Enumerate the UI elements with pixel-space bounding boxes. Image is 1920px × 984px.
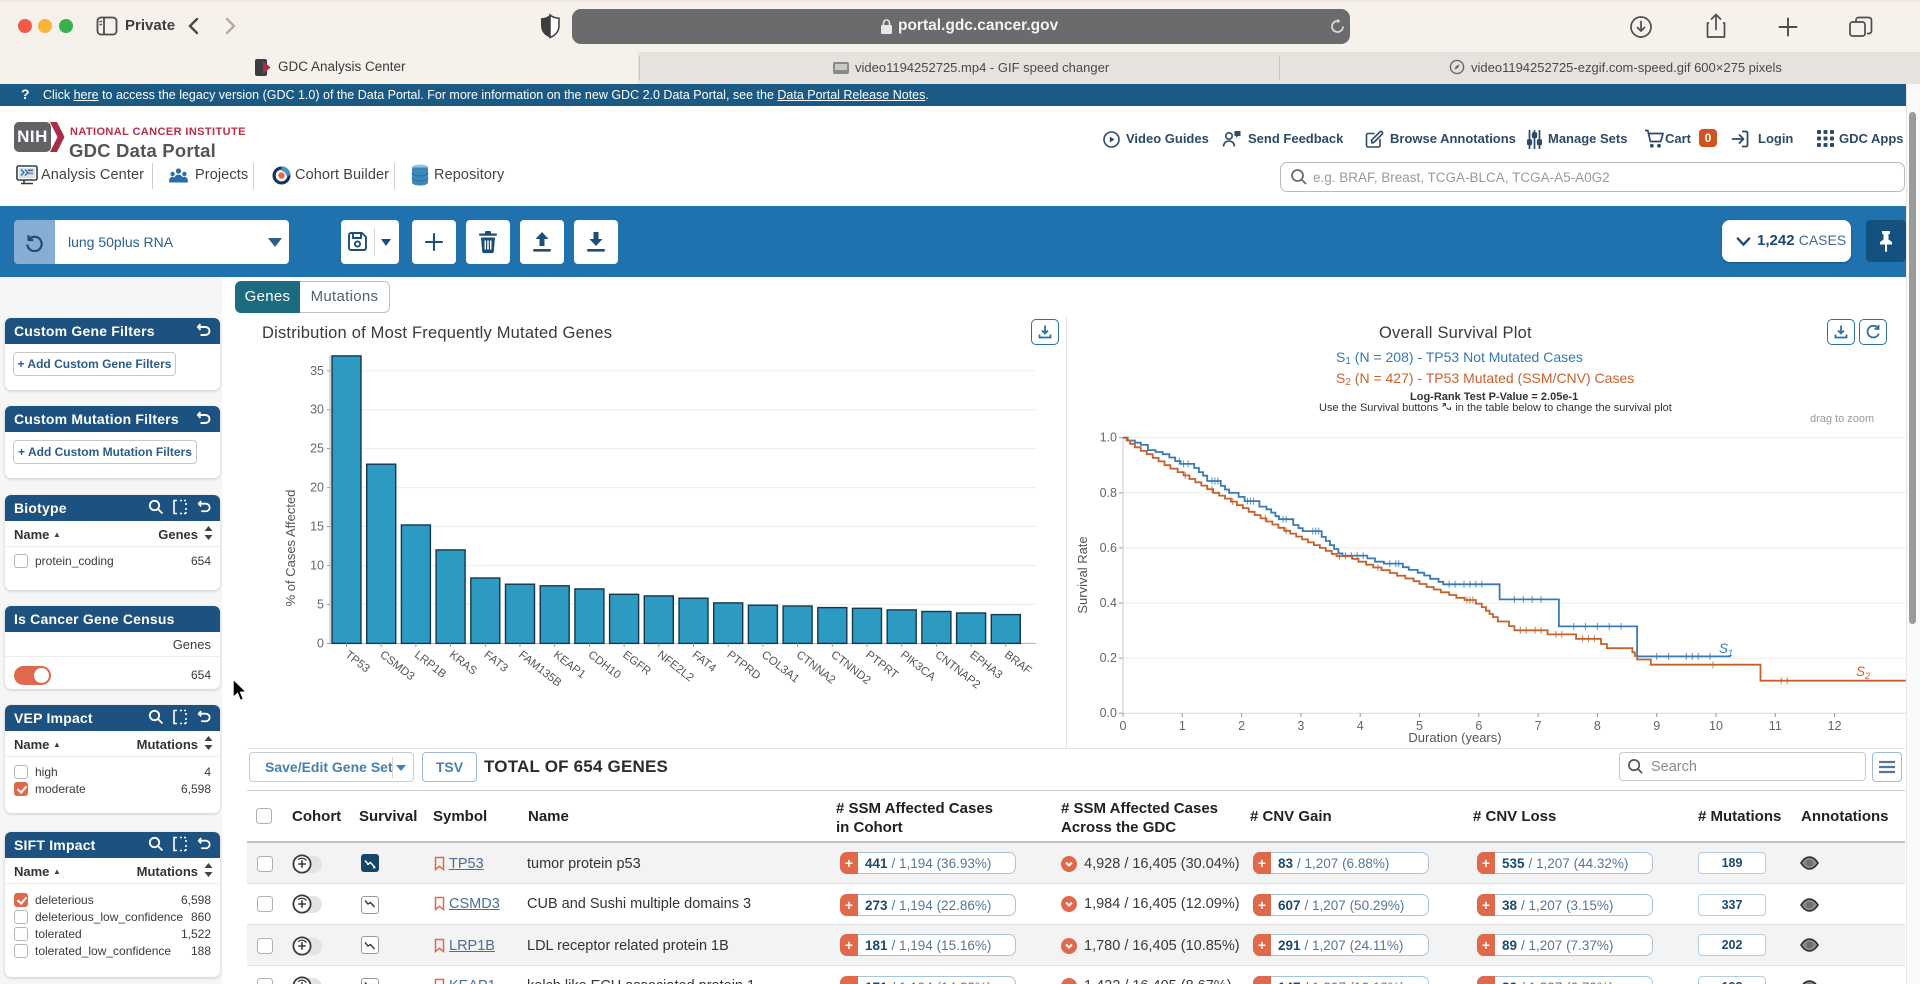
svg-text:9: 9 <box>1653 719 1660 733</box>
svg-text:3: 3 <box>1297 719 1304 733</box>
svg-text:2: 2 <box>1238 719 1245 733</box>
svg-text:20: 20 <box>310 481 324 495</box>
svg-text:10: 10 <box>1709 719 1723 733</box>
svg-text:25: 25 <box>310 442 324 456</box>
svg-text:10: 10 <box>310 559 324 573</box>
svg-text:0: 0 <box>317 636 324 650</box>
svg-text:0.6: 0.6 <box>1100 541 1117 555</box>
svg-text:0: 0 <box>1120 719 1127 733</box>
svg-text:4: 4 <box>1357 719 1364 733</box>
svg-text:0.4: 0.4 <box>1100 596 1117 610</box>
svg-text:Survival Rate: Survival Rate <box>1075 536 1090 613</box>
svg-text:15: 15 <box>310 520 324 534</box>
svg-text:5: 5 <box>1416 719 1423 733</box>
svg-text:% of Cases Affected: % of Cases Affected <box>283 490 298 607</box>
svg-text:0.0: 0.0 <box>1100 706 1117 720</box>
svg-text:1: 1 <box>1179 719 1186 733</box>
svg-text:5: 5 <box>317 597 324 611</box>
svg-text:8: 8 <box>1594 719 1601 733</box>
svg-text:1.0: 1.0 <box>1100 431 1117 445</box>
svg-text:11: 11 <box>1769 719 1782 733</box>
svg-text:7: 7 <box>1535 719 1542 733</box>
svg-text:Duration (years): Duration (years) <box>1408 730 1501 745</box>
svg-text:30: 30 <box>310 403 324 417</box>
svg-text:S1: S1 <box>1719 641 1733 658</box>
svg-text:0.8: 0.8 <box>1100 486 1117 500</box>
svg-text:S2: S2 <box>1856 664 1870 681</box>
svg-text:0.2: 0.2 <box>1100 651 1117 665</box>
svg-text:6: 6 <box>1475 719 1482 733</box>
svg-text:35: 35 <box>310 364 324 378</box>
svg-text:12: 12 <box>1828 719 1842 733</box>
